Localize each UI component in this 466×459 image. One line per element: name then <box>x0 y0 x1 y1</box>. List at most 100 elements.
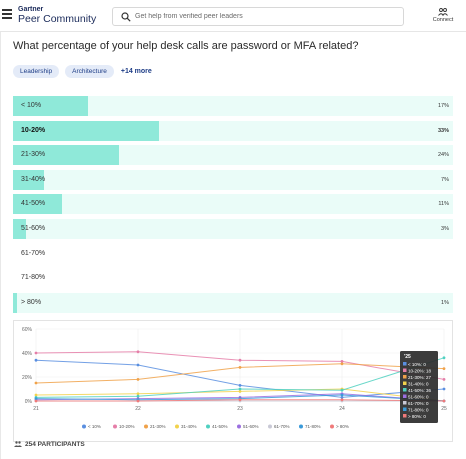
poll-option-percent: 1% <box>441 299 449 306</box>
y-tick-label: 40% <box>22 351 33 357</box>
search-box[interactable] <box>112 7 404 26</box>
tag-list: Leadership Architecture +14 more <box>13 64 152 78</box>
series-point <box>136 399 140 403</box>
series-point <box>136 350 140 354</box>
poll-option-percent: 17% <box>437 103 449 109</box>
participants-icon <box>14 441 22 448</box>
search-icon <box>121 12 131 22</box>
tooltip-row: > 80%: 0 <box>408 414 426 419</box>
poll-option-label: 31-40% <box>21 175 46 183</box>
x-tick-label: 22 <box>135 406 141 412</box>
legend-label-0: < 10% <box>88 424 101 429</box>
connect-button[interactable]: Connect <box>428 8 458 23</box>
tooltip-row: 61-70%: 0 <box>408 401 429 406</box>
participants-label: 254 PARTICIPANTS <box>25 441 85 448</box>
legend-label-4: 41-50% <box>212 424 228 429</box>
more-tags-link[interactable]: +14 more <box>120 67 152 75</box>
poll-option-label: 61-70% <box>21 249 46 257</box>
legend-swatch <box>237 424 241 429</box>
tooltip-swatch <box>403 368 407 372</box>
poll-option-label: 71-80% <box>21 274 46 282</box>
poll-option-percent: 11% <box>438 201 449 208</box>
legend-swatch <box>330 424 334 429</box>
poll-option-percent: 7% <box>441 176 449 183</box>
tooltip-box <box>400 351 438 423</box>
poll-results: < 10% 17% 10-20% 33% 21-30% 24% 31-40% 7% 41-50%… <box>13 96 453 317</box>
legend-label-3: 31-40% <box>181 424 197 429</box>
tooltip-row: < 10%: 0 <box>408 362 426 367</box>
tag-architecture[interactable]: Architecture <box>65 64 114 78</box>
series-point <box>136 378 140 381</box>
poll-question: What percentage of your help desk calls … <box>13 40 359 52</box>
y-tick-label: 0% <box>25 399 33 405</box>
tooltip-swatch <box>403 414 407 418</box>
series-point <box>238 390 242 393</box>
series-point <box>340 398 344 402</box>
tooltip-row: 71-80%: 0 <box>408 408 429 413</box>
poll-option-bar <box>13 292 18 313</box>
left-border <box>0 32 1 459</box>
poll-option-6: 61-70% <box>13 244 453 264</box>
legend-label-7: 71-80% <box>305 424 321 429</box>
search-input[interactable] <box>135 8 395 25</box>
series-point <box>340 393 344 397</box>
tooltip-swatch <box>403 394 407 398</box>
logo-peer-community: Peer Community <box>18 13 97 25</box>
series-point <box>238 358 242 362</box>
tooltip-row: 21-30%: 27 <box>408 375 432 380</box>
legend-swatch <box>206 424 210 429</box>
poll-option-bar <box>13 96 89 116</box>
series-point <box>34 399 38 403</box>
poll-option-3: 31-40% 7% <box>13 169 453 190</box>
series-point <box>34 358 38 362</box>
legend-label-2: 21-30% <box>150 424 166 429</box>
poll-option-bar <box>13 120 159 141</box>
legend-label-6: 61-70% <box>274 424 290 429</box>
trend-chart: 0% 20% 40% 60% 21 22 23 24 25 < 10% 10-20% 21-30% 31… <box>13 320 453 442</box>
poll-option-1: 10-20% 33% <box>13 120 453 141</box>
tooltip-row: 51-60%: 0 <box>408 395 429 400</box>
x-tick-label: 24 <box>339 406 345 412</box>
series-point <box>442 387 446 391</box>
logo-gartner: Gartner <box>18 6 44 13</box>
series-point <box>136 363 140 367</box>
series-point <box>34 351 38 355</box>
menu-icon[interactable] <box>2 9 12 19</box>
series-point <box>442 367 446 370</box>
series-point <box>136 394 140 398</box>
series-point <box>238 398 242 402</box>
x-tick-label: 25 <box>441 406 447 412</box>
tooltip-swatch <box>403 407 407 411</box>
tooltip-row: 41-50%: 36 <box>408 388 432 393</box>
legend-swatch <box>175 424 179 429</box>
tooltip-swatch <box>403 381 407 385</box>
tooltip-row: 31-40%: 0 <box>408 382 429 387</box>
gartner-peer-community-logo[interactable]: Gartner Peer Community <box>18 6 96 25</box>
series-point <box>238 387 242 391</box>
poll-option-label: 41-50% <box>21 200 46 208</box>
trend-chart-svg: 0% 20% 40% 60% 21 22 23 24 25 < 10% 10-20% 21-30% 31… <box>22 327 447 429</box>
tag-leadership[interactable]: Leadership <box>13 64 60 78</box>
poll-option-bar <box>13 169 44 190</box>
legend-label-1: 10-20% <box>119 424 135 429</box>
legend-swatch <box>82 424 86 429</box>
connect-label: Connect <box>432 17 454 23</box>
top-bar: Gartner Peer Community Connect <box>0 0 466 32</box>
poll-option-8: > 80% 1% <box>13 292 453 313</box>
poll-option-0: < 10% 17% <box>13 96 453 116</box>
series-point <box>238 366 242 369</box>
tooltip-swatch <box>403 375 407 379</box>
x-tick-label: 21 <box>33 406 39 412</box>
poll-option-bar <box>13 145 120 166</box>
tooltip-swatch <box>403 401 407 405</box>
poll-option-5: 51-60% 3% <box>13 218 453 239</box>
series-point <box>340 360 344 363</box>
series-point <box>34 393 38 397</box>
poll-option-label: < 10% <box>21 102 42 109</box>
poll-option-4: 41-50% 11% <box>13 194 453 215</box>
legend-swatch <box>144 424 148 429</box>
poll-option-percent: 33% <box>437 127 449 134</box>
connect-people-icon <box>438 8 448 16</box>
y-tick-label: 60% <box>22 327 33 333</box>
legend-label-8: > 80% <box>336 424 349 429</box>
